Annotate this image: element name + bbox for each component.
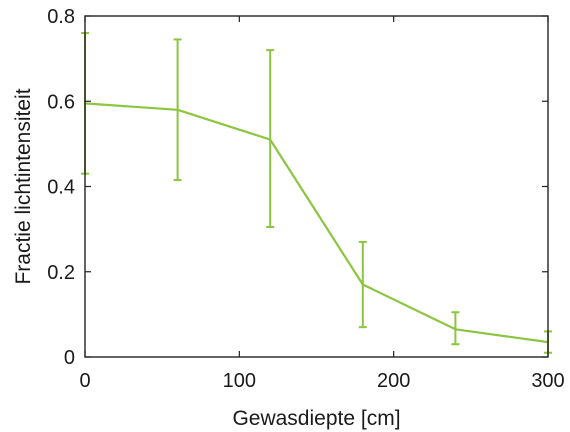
y-tick-label: 0.4 (47, 177, 75, 199)
y-tick-label: 0.6 (47, 91, 75, 113)
x-tick-label: 300 (531, 370, 564, 392)
x-tick-label: 0 (79, 370, 90, 392)
error-bar (358, 240, 367, 329)
y-tick-label: 0 (64, 347, 75, 369)
y-tick-label: 0.2 (47, 262, 75, 284)
x-tick-label: 100 (223, 370, 256, 392)
axes-box (84, 15, 549, 358)
error-bar (266, 49, 275, 228)
y-tick-label: 0.8 (47, 6, 75, 28)
y-axis-label: Fractie lichtintensiteit (12, 88, 35, 284)
series-line (84, 102, 549, 344)
x-axis-label: Gewasdiepte [cm] (232, 407, 400, 430)
axes: 0 100 200 300 0 0.2 0.4 0.6 0.8 (47, 6, 565, 392)
error-bar (173, 38, 182, 182)
plot-area (81, 32, 552, 354)
error-bar (451, 311, 460, 346)
x-tick-label: 200 (377, 370, 410, 392)
